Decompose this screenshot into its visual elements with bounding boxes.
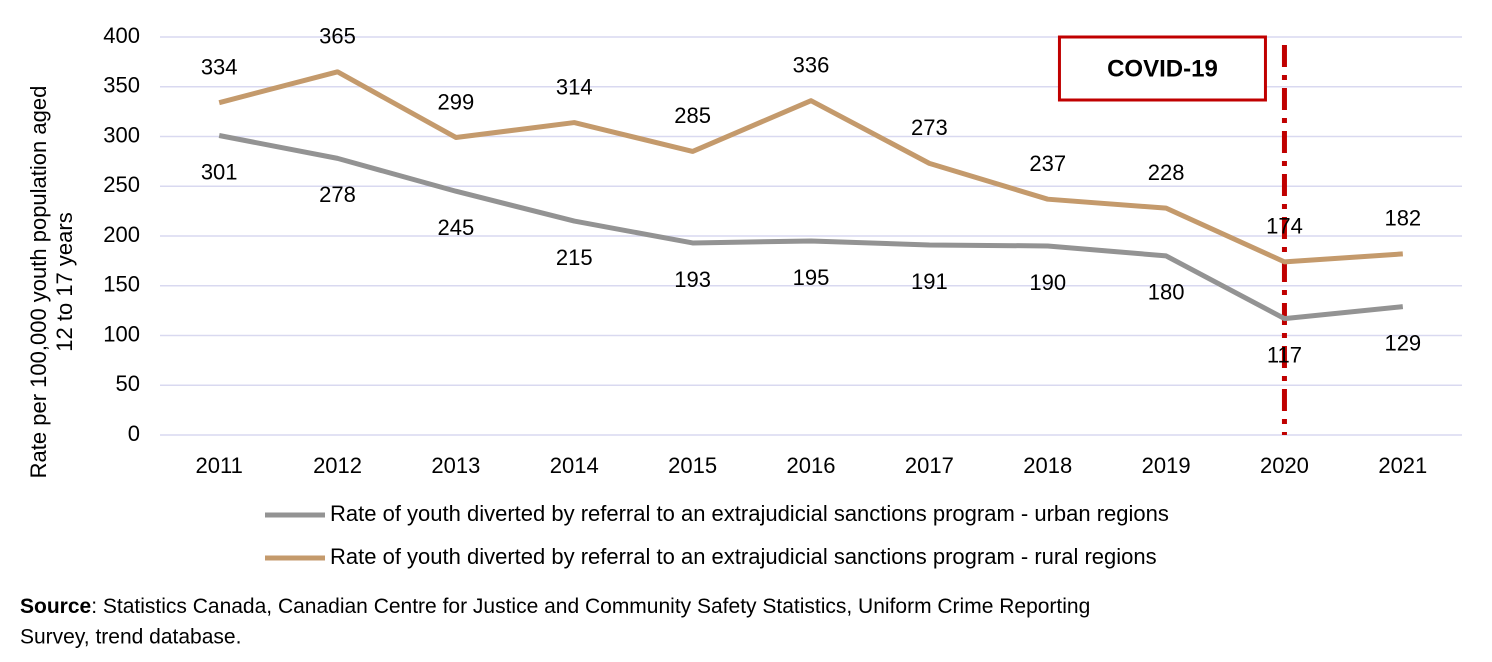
data-label: 301: [201, 159, 238, 184]
y-tick-label: 400: [103, 23, 140, 48]
y-tick-label: 350: [103, 73, 140, 98]
legend-label: Rate of youth diverted by referral to an…: [330, 501, 1169, 526]
y-tick-label: 300: [103, 122, 140, 147]
source-text: Survey, trend database.: [20, 626, 241, 649]
y-axis-label: 12 to 17 years: [52, 212, 77, 351]
x-tick-label: 2014: [550, 453, 599, 478]
y-tick-label: 0: [128, 421, 140, 446]
annotation-box: [1057, 35, 1267, 102]
data-label: 334: [201, 54, 238, 79]
data-label: 273: [911, 115, 948, 140]
x-tick-label: 2019: [1142, 453, 1191, 478]
data-label: 195: [793, 265, 830, 290]
y-tick-label: 200: [103, 222, 140, 247]
y-axis-label: Rate per 100,000 youth population aged: [26, 86, 51, 479]
data-label: 245: [438, 215, 475, 240]
source-note: Source: Statistics Canada, Canadian Cent…: [20, 595, 1090, 618]
x-tick-label: 2016: [787, 453, 836, 478]
data-label: 117: [1267, 342, 1302, 367]
data-label: 237: [1029, 151, 1066, 176]
source-label: Source: [20, 595, 91, 618]
data-label: 182: [1384, 206, 1421, 231]
legend-label: Rate of youth diverted by referral to an…: [330, 544, 1157, 569]
x-tick-label: 2011: [196, 453, 243, 478]
data-label: 129: [1384, 330, 1421, 355]
x-tick-label: 2018: [1023, 453, 1072, 478]
data-label: 190: [1029, 270, 1066, 295]
data-label: 215: [556, 245, 593, 270]
data-label: 180: [1148, 280, 1185, 305]
x-tick-label: 2017: [905, 453, 954, 478]
y-tick-label: 150: [103, 272, 140, 297]
data-label: 336: [793, 52, 830, 77]
y-tick-label: 50: [116, 371, 140, 396]
data-label: 299: [438, 89, 475, 114]
data-label: 314: [556, 74, 593, 99]
data-label: 191: [911, 269, 948, 294]
data-label: 174: [1266, 214, 1303, 239]
x-tick-label: 2012: [313, 453, 362, 478]
x-tick-label: 2021: [1378, 453, 1427, 478]
data-label: 193: [674, 267, 711, 292]
data-label: 228: [1148, 160, 1185, 185]
series-line: [218, 133, 1404, 322]
x-tick-label: 2015: [668, 453, 717, 478]
y-tick-label: 100: [103, 321, 140, 346]
x-tick-label: 2020: [1260, 453, 1309, 478]
annotation-text: COVID-19: [1107, 55, 1218, 82]
x-tick-label: 2013: [431, 453, 480, 478]
data-label: 285: [674, 103, 711, 128]
series-line: [218, 69, 1403, 265]
y-tick-label: 250: [103, 172, 140, 197]
source-text: : Statistics Canada, Canadian Centre for…: [91, 595, 1090, 618]
data-label: 365: [319, 24, 356, 49]
data-label: 278: [319, 182, 356, 207]
